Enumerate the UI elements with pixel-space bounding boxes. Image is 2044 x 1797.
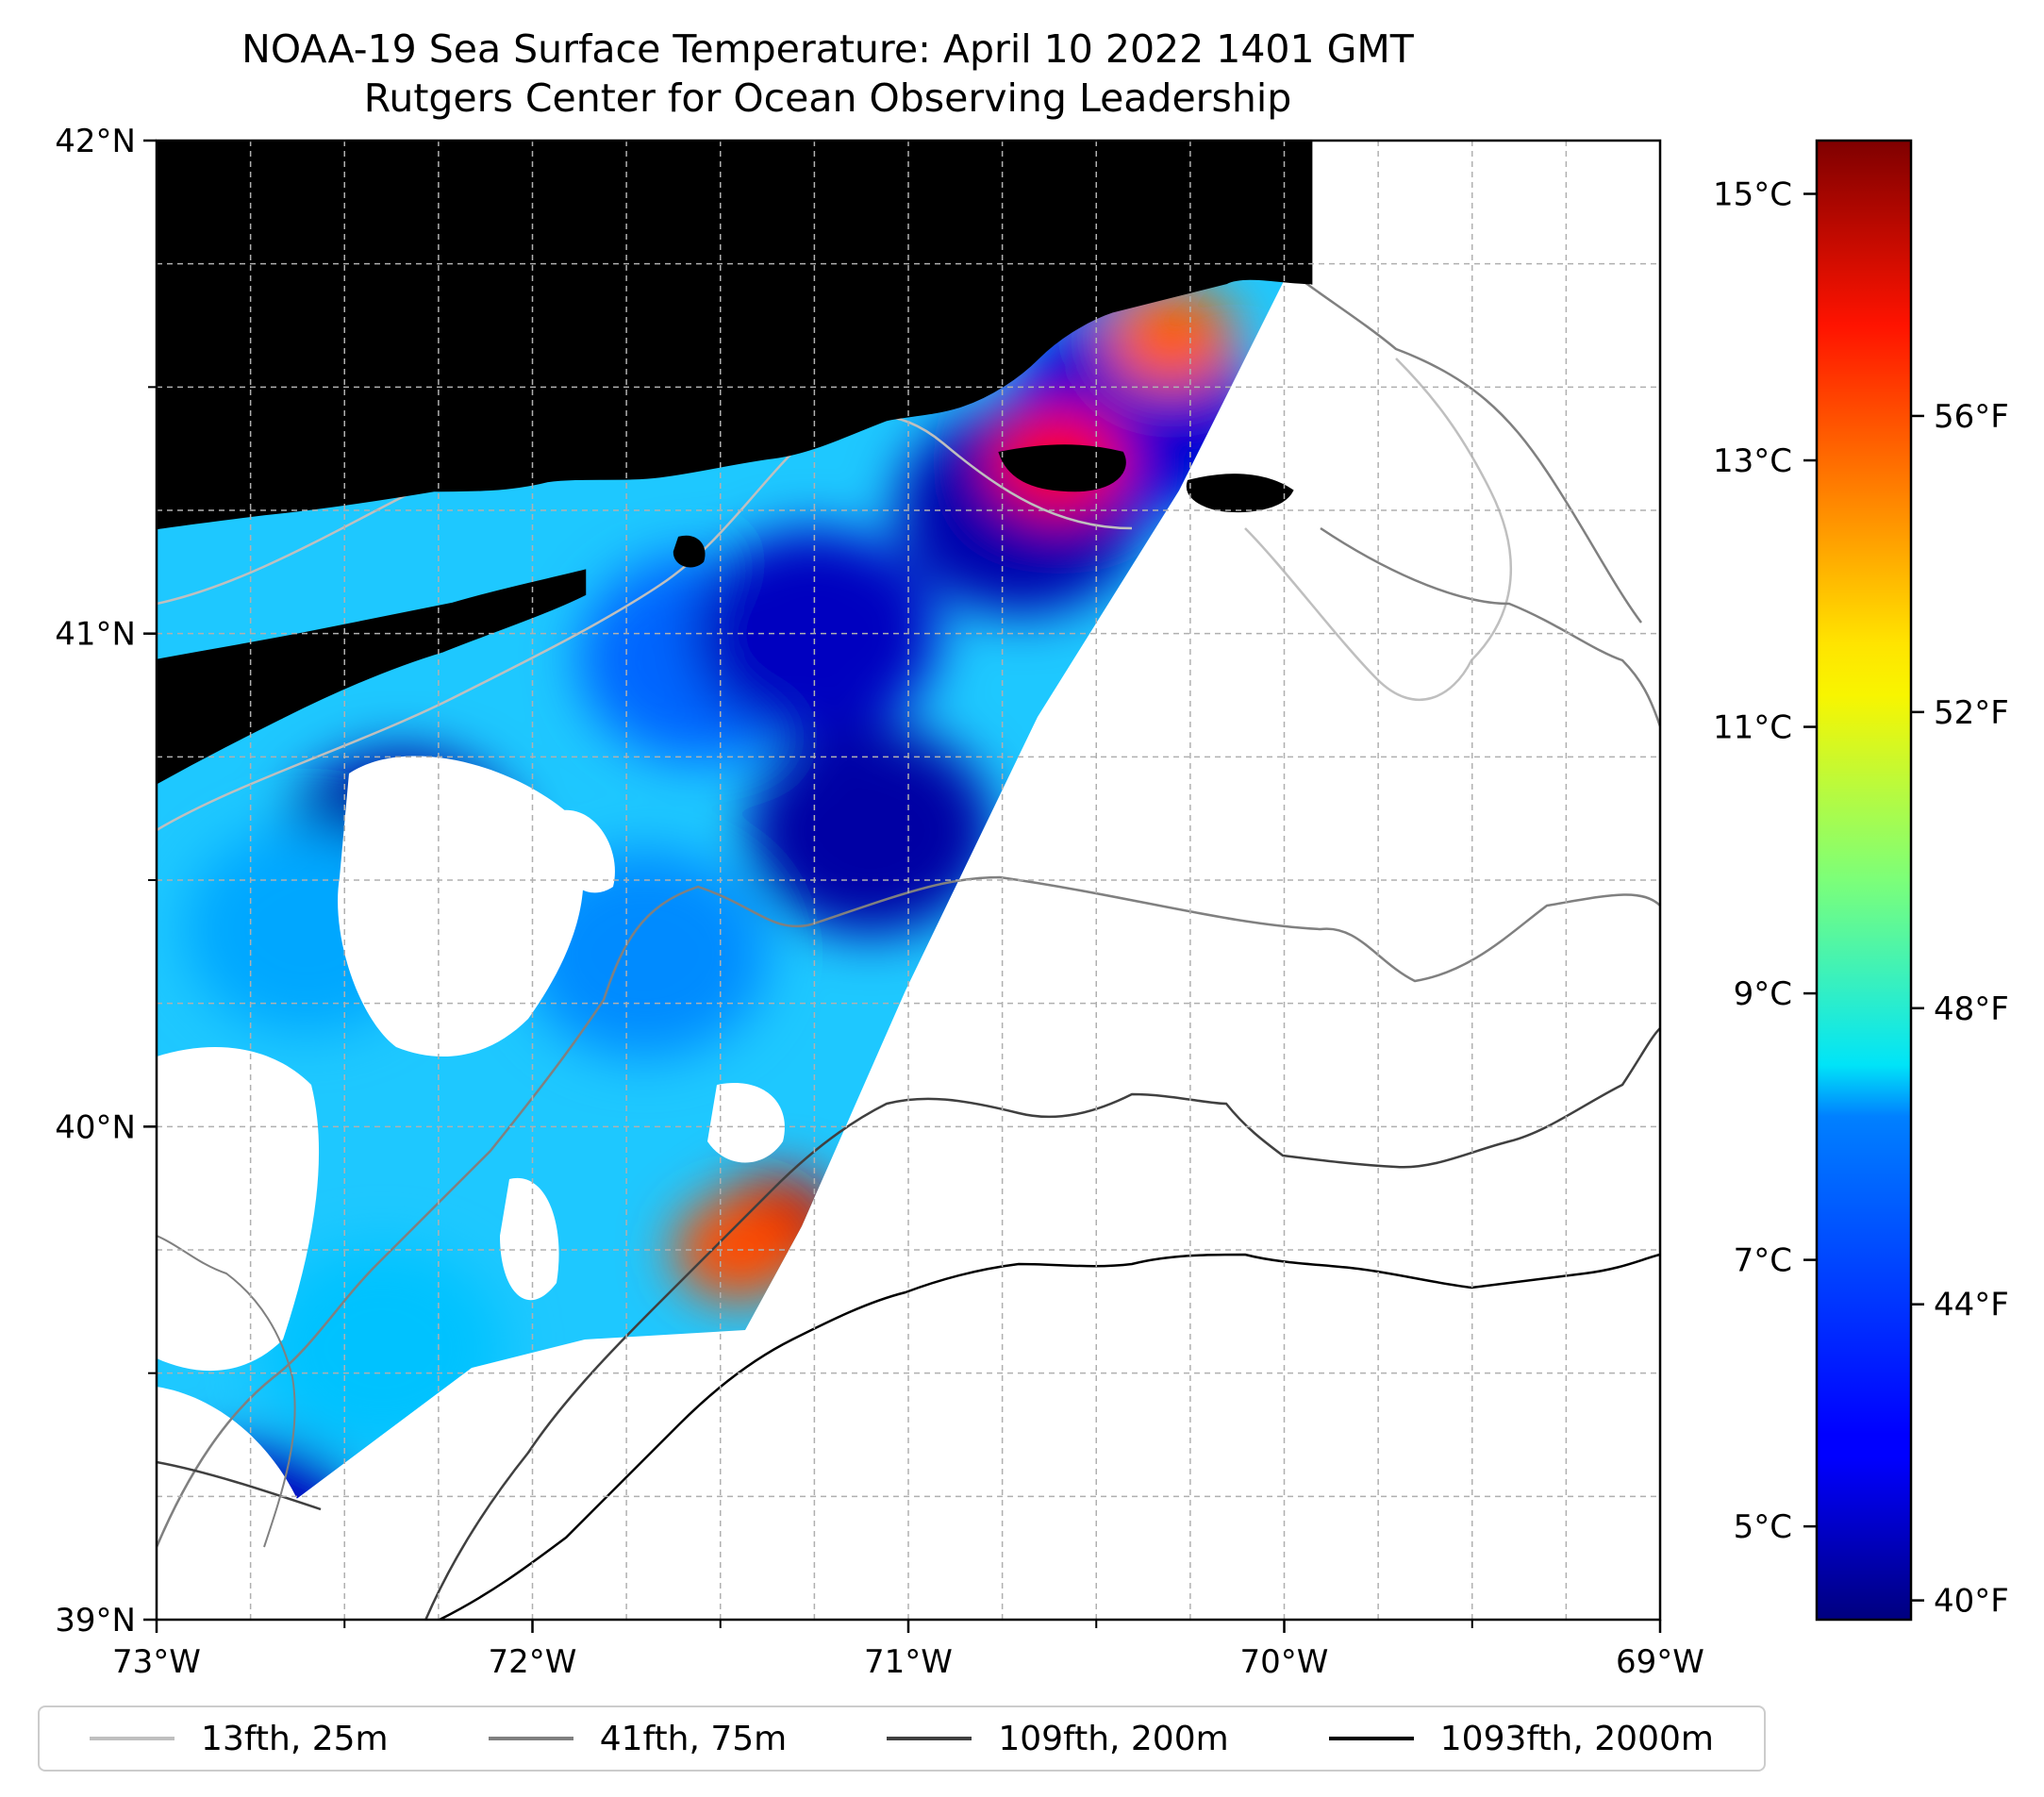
lat-tick-label: 39°N bbox=[55, 1602, 136, 1639]
cloud-gaps bbox=[157, 756, 785, 1613]
celsius-tick-label: 13°C bbox=[1713, 442, 1792, 480]
lon-tick-label: 71°W bbox=[864, 1643, 953, 1681]
lon-tick-label: 69°W bbox=[1616, 1643, 1704, 1681]
land-new-england bbox=[157, 141, 1313, 530]
legend-label-75m: 41fth, 75m bbox=[599, 1719, 788, 1758]
celsius-tick-label: 7°C bbox=[1734, 1242, 1792, 1280]
celsius-tick-label: 11°C bbox=[1713, 709, 1792, 747]
land-nantucket bbox=[1186, 474, 1294, 513]
celsius-tick-label: 9°C bbox=[1734, 975, 1792, 1013]
legend-swatch-25m bbox=[90, 1737, 175, 1740]
cloud-gap-1 bbox=[338, 756, 584, 1057]
celsius-tick-label: 5°C bbox=[1734, 1508, 1792, 1546]
lat-tick-label: 40°N bbox=[55, 1108, 136, 1146]
axis-ticks: 73°W 72°W 71°W 70°W 69°W 42°N 41°N 40°N 39°N bbox=[55, 123, 1704, 1681]
cloud-gap-5 bbox=[157, 1387, 302, 1613]
land-cape-cod bbox=[1253, 141, 1313, 286]
colorbar-ticks: 15°C 13°C 11°C 9°C 7°C 5°C 56°F 52°F 48°F 44°F 40°… bbox=[1713, 176, 2009, 1621]
legend-label-2000m: 1093fth, 2000m bbox=[1439, 1719, 1714, 1758]
fahrenheit-tick-label: 48°F bbox=[1934, 990, 2009, 1028]
sst-patch-8 bbox=[523, 850, 769, 1058]
fahrenheit-tick-label: 44°F bbox=[1934, 1287, 2009, 1324]
legend-entry-2000m: 1093fth, 2000m bbox=[1328, 1719, 1714, 1758]
fahrenheit-tick-label: 56°F bbox=[1934, 398, 2009, 436]
legend-entry-75m: 41fth, 75m bbox=[488, 1719, 788, 1758]
fahrenheit-tick-label: 40°F bbox=[1934, 1583, 2009, 1621]
fahrenheit-tick-label: 52°F bbox=[1934, 694, 2009, 732]
sst-patch-4 bbox=[748, 726, 994, 935]
land-marthas-vineyard bbox=[998, 444, 1126, 492]
legend-label-200m: 109fth, 200m bbox=[998, 1719, 1229, 1758]
land-block-island bbox=[673, 535, 706, 568]
lat-tick-label: 41°N bbox=[55, 616, 136, 654]
legend-swatch-75m bbox=[488, 1737, 573, 1740]
legend-swatch-200m bbox=[887, 1737, 972, 1740]
cloud-gap-4 bbox=[500, 1177, 559, 1301]
lat-tick-label: 42°N bbox=[55, 123, 136, 160]
lon-tick-label: 73°W bbox=[112, 1643, 201, 1681]
cloud-gap-3 bbox=[707, 1083, 785, 1163]
legend-entry-25m: 13fth, 25m bbox=[90, 1720, 389, 1758]
legend-entry-200m: 109fth, 200m bbox=[887, 1719, 1229, 1758]
legend-swatch-2000m bbox=[1328, 1737, 1414, 1740]
map-title: NOAA-19 Sea Surface Temperature: April 1… bbox=[241, 26, 1414, 72]
land-long-island bbox=[157, 569, 587, 785]
depth-legend: 13fth, 25m 41fth, 75m 109fth, 200m 1093f… bbox=[38, 1705, 1766, 1772]
map-subtitle: Rutgers Center for Ocean Observing Leade… bbox=[363, 75, 1292, 121]
contour-200m bbox=[157, 1027, 1660, 1620]
celsius-tick-label: 15°C bbox=[1713, 176, 1792, 214]
lon-tick-label: 70°W bbox=[1240, 1643, 1329, 1681]
contour-2000m bbox=[439, 1253, 1660, 1620]
coastline-southwest bbox=[157, 1235, 296, 1548]
cloud-gap-6 bbox=[557, 809, 615, 893]
cloud-gap-2 bbox=[157, 1047, 320, 1372]
sst-patch-13 bbox=[1105, 286, 1238, 391]
lon-tick-label: 72°W bbox=[489, 1643, 577, 1681]
colorbar bbox=[1815, 139, 1913, 1622]
grid-lines bbox=[157, 141, 1660, 1620]
legend-label-25m: 13fth, 25m bbox=[201, 1719, 389, 1758]
land bbox=[157, 141, 1313, 785]
